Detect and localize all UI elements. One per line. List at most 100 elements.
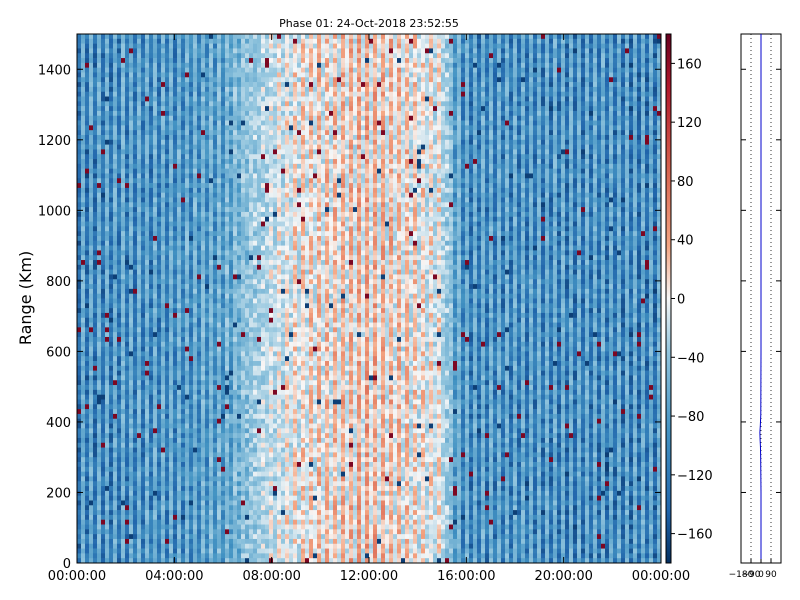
- heatmap-cell: [249, 375, 254, 381]
- heatmap-cell: [93, 327, 98, 333]
- heatmap-cell: [233, 553, 238, 559]
- heatmap-cell: [121, 380, 126, 386]
- heatmap-cell: [113, 183, 118, 189]
- heatmap-cell: [209, 159, 214, 165]
- heatmap-cell: [117, 120, 122, 126]
- heatmap-cell: [241, 457, 246, 463]
- heatmap-cell: [101, 101, 106, 107]
- heatmap-cell: [93, 120, 98, 126]
- heatmap-cell: [165, 327, 170, 333]
- heatmap-cell: [209, 67, 214, 73]
- heatmap-cell: [81, 380, 86, 386]
- heatmap-cell: [97, 336, 102, 343]
- heatmap-cell: [189, 115, 194, 121]
- heatmap-cell: [161, 293, 166, 299]
- heatmap-cell: [153, 490, 158, 496]
- heatmap-cell: [101, 163, 106, 169]
- heatmap-cell: [165, 500, 170, 506]
- heatmap-cell: [253, 332, 258, 338]
- heatmap-cell: [193, 197, 198, 203]
- heatmap-cell: [133, 370, 138, 376]
- heatmap-cell: [93, 380, 98, 386]
- heatmap-cell: [157, 134, 162, 141]
- heatmap-cell: [241, 490, 246, 496]
- heatmap-cell: [189, 385, 194, 391]
- heatmap-cell: [181, 134, 186, 141]
- heatmap-cell: [105, 62, 110, 68]
- heatmap-cell: [205, 202, 210, 208]
- heatmap-cell: [161, 240, 166, 246]
- heatmap-cell: [117, 457, 122, 463]
- heatmap-cell: [249, 264, 254, 270]
- heatmap-cell: [133, 53, 138, 59]
- heatmap-cell: [197, 399, 202, 405]
- heatmap-cell: [233, 312, 238, 319]
- heatmap-cell: [221, 269, 226, 275]
- heatmap-cell: [213, 538, 218, 545]
- heatmap-cell: [245, 336, 250, 343]
- heatmap-cell: [189, 510, 194, 516]
- heatmap-cell: [249, 404, 254, 410]
- heatmap-cell: [97, 524, 102, 530]
- heatmap-cell: [213, 524, 218, 530]
- heatmap-cell: [193, 476, 198, 482]
- heatmap-cell: [81, 67, 86, 73]
- heatmap-cell: [125, 457, 130, 463]
- heatmap-cell: [221, 466, 226, 472]
- heatmap-cell: [149, 96, 154, 102]
- heatmap-cell: [153, 471, 158, 477]
- heatmap-cell: [97, 130, 102, 136]
- heatmap-cell: [89, 173, 94, 179]
- heatmap-cell: [97, 457, 102, 463]
- heatmap-cell: [109, 101, 114, 107]
- heatmap-cell: [245, 48, 250, 54]
- heatmap-cell: [81, 269, 86, 275]
- heatmap-cell: [89, 538, 94, 545]
- heatmap-cell: [249, 380, 254, 386]
- heatmap-cell: [233, 235, 238, 242]
- heatmap-cell: [177, 389, 182, 395]
- heatmap-cell: [149, 558, 154, 563]
- heatmap-cell: [213, 211, 218, 218]
- heatmap-cell: [221, 91, 226, 97]
- heatmap-cell: [145, 115, 150, 121]
- heatmap-cell: [205, 96, 210, 102]
- heatmap-cell: [141, 534, 146, 540]
- heatmap-cell: [89, 346, 94, 352]
- heatmap-cell: [201, 91, 206, 97]
- heatmap-cell: [193, 399, 198, 405]
- heatmap-cell: [113, 385, 118, 391]
- heatmap-cell: [77, 284, 82, 290]
- heatmap-cell: [97, 77, 102, 83]
- heatmap-cell: [105, 231, 110, 237]
- heatmap-cell: [153, 514, 158, 521]
- heatmap-cell: [141, 457, 146, 463]
- heatmap-cell: [81, 500, 86, 506]
- heatmap-cell: [221, 380, 226, 386]
- heatmap-cell: [253, 144, 258, 150]
- heatmap-cell: [129, 293, 134, 299]
- heatmap-cell: [133, 394, 138, 400]
- heatmap-cell: [241, 159, 246, 165]
- heatmap-cell: [253, 399, 258, 405]
- heatmap-cell: [257, 77, 262, 83]
- heatmap-cell: [157, 500, 162, 506]
- heatmap-cell: [113, 235, 118, 242]
- heatmap-cell: [153, 207, 158, 213]
- heatmap-cell: [237, 115, 242, 121]
- heatmap-cell: [185, 274, 190, 280]
- heatmap-cell: [217, 284, 222, 290]
- heatmap-cell: [205, 500, 210, 506]
- heatmap-cell: [237, 553, 242, 559]
- heatmap-cell: [89, 428, 94, 434]
- heatmap-cell: [229, 298, 234, 304]
- heatmap-cell: [253, 500, 258, 506]
- heatmap-cell: [109, 317, 114, 323]
- heatmap-cell: [93, 505, 98, 511]
- heatmap-cell: [225, 284, 230, 290]
- heatmap-cell: [117, 308, 122, 314]
- heatmap-cell: [105, 58, 110, 64]
- heatmap-cell: [153, 385, 158, 391]
- heatmap-cell: [173, 279, 178, 285]
- heatmap-cell: [145, 82, 150, 88]
